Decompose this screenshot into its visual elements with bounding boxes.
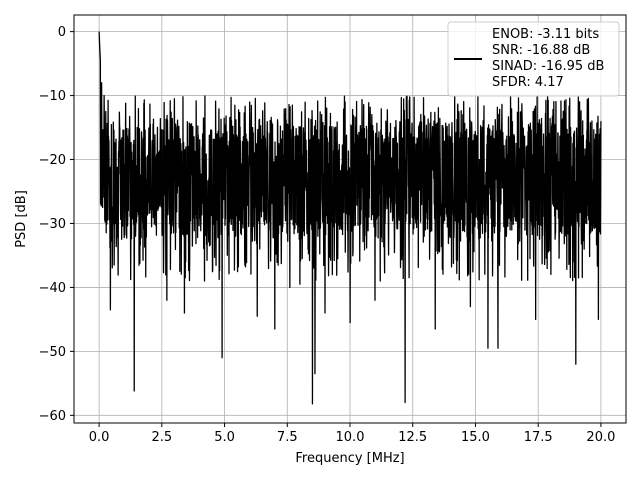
y-tick-label: −50 bbox=[39, 345, 66, 360]
legend-enob: ENOB: -3.11 bits bbox=[492, 27, 599, 42]
legend-sfdr: SFDR: 4.17 bbox=[492, 75, 564, 90]
x-tick-label: 17.5 bbox=[524, 430, 553, 445]
axis-ticks: 0.0 2.5 5.0 7.5 10.0 12.5 15.0 17.5 20.0 0 −10 −20 −… bbox=[39, 25, 616, 445]
x-axis-label: Frequency [MHz] bbox=[295, 451, 404, 466]
legend: ENOB: -3.11 bits SNR: -16.88 dB SINAD: -… bbox=[447, 21, 620, 97]
plot-frame bbox=[73, 14, 627, 424]
legend-box bbox=[447, 21, 620, 97]
x-tick-label: 10.0 bbox=[336, 430, 365, 445]
x-tick-label: 2.5 bbox=[151, 430, 172, 445]
x-tick-label: 20.0 bbox=[586, 430, 615, 445]
y-tick-label: −40 bbox=[39, 281, 66, 296]
y-tick-label: −10 bbox=[39, 89, 66, 104]
legend-sinad: SINAD: -16.95 dB bbox=[492, 59, 604, 74]
x-tick-label: 0.0 bbox=[89, 430, 110, 445]
series-area bbox=[98, 31, 602, 405]
y-tick-label: −30 bbox=[39, 217, 66, 232]
x-tick-label: 7.5 bbox=[277, 430, 298, 445]
y-tick-label: 0 bbox=[58, 25, 66, 40]
x-tick-label: 15.0 bbox=[461, 430, 490, 445]
y-axis-label: PSD [dB] bbox=[14, 190, 29, 248]
legend-snr: SNR: -16.88 dB bbox=[492, 43, 590, 58]
y-tick-label: −20 bbox=[39, 153, 66, 168]
psd-series-line bbox=[98, 31, 602, 405]
x-tick-label: 5.0 bbox=[214, 430, 235, 445]
x-tick-label: 12.5 bbox=[398, 430, 427, 445]
y-tick-label: −60 bbox=[39, 409, 66, 424]
